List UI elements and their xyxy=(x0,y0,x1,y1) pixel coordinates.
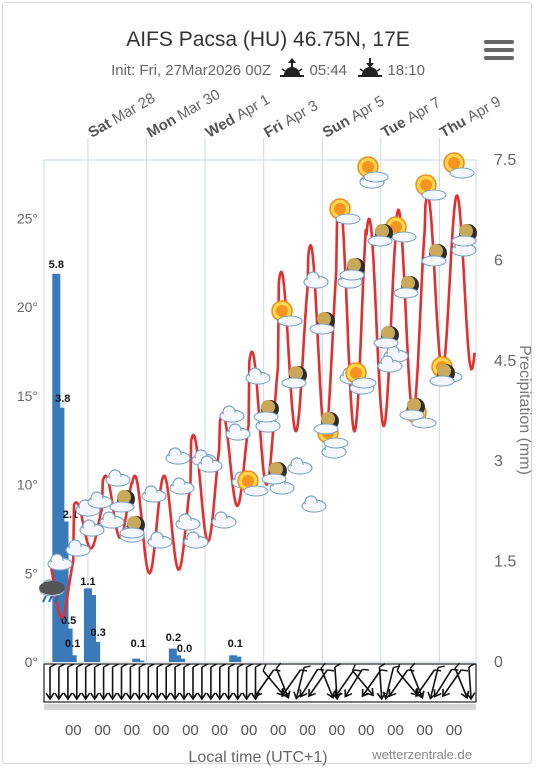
sunset-time: 18:10 xyxy=(387,62,425,79)
sunrise-time: 05:44 xyxy=(309,62,348,79)
hamburger-menu-icon[interactable] xyxy=(484,40,514,64)
page-title: AIFS Pacsa (HU) 46.75N, 17E xyxy=(126,28,410,51)
init-label: Init: Fri, 27Mar2026 00Z xyxy=(111,62,272,79)
sunrise-icon xyxy=(280,58,305,77)
subtitle: Init: Fri, 27Mar2026 00Z 05:44 18:10 xyxy=(0,58,536,79)
sunset-icon xyxy=(358,58,383,77)
